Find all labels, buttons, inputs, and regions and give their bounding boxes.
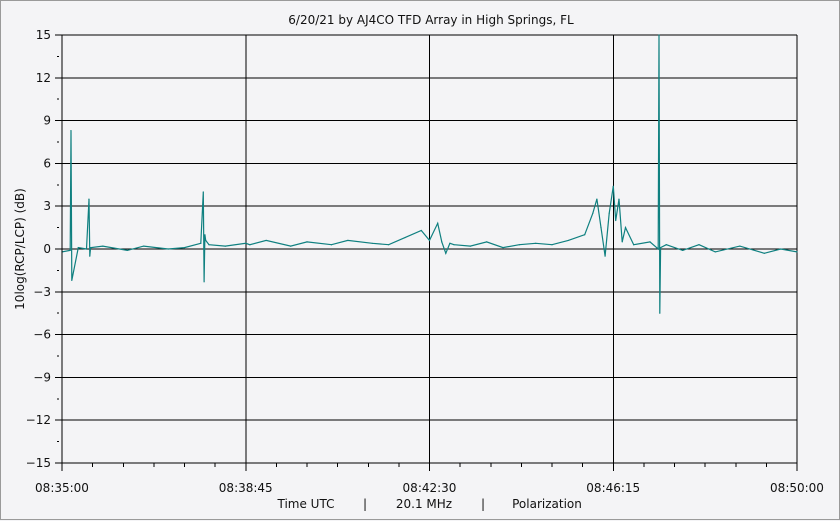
y-tick-label: −15 xyxy=(26,456,51,470)
data-point xyxy=(621,241,623,243)
data-point xyxy=(682,249,684,252)
y-tick-label: 9 xyxy=(43,114,51,128)
x-axis-label-part: 20.1 MHz xyxy=(396,497,452,511)
data-point xyxy=(437,222,439,224)
data-point xyxy=(404,236,406,239)
data-point xyxy=(714,251,716,253)
data-point xyxy=(615,219,617,222)
data-point xyxy=(388,244,390,246)
data-point xyxy=(70,129,72,132)
y-tick-label: 0 xyxy=(43,242,51,256)
data-point xyxy=(428,239,431,242)
x-axis-label: Time UTC | 20.1 MHz | Polarization xyxy=(277,497,582,511)
data-point xyxy=(657,248,659,250)
x-tick-label: 08:50:00 xyxy=(770,481,824,495)
data-point xyxy=(126,249,128,252)
y-tick-label: 15 xyxy=(36,28,51,42)
y-axis-label: 10log(RCP/LCP) (dB) xyxy=(13,188,27,310)
series-layer xyxy=(61,34,798,314)
data-point xyxy=(624,227,627,229)
data-point xyxy=(88,198,90,200)
data-point xyxy=(739,245,741,247)
data-point xyxy=(633,244,635,246)
y-tick-label: −9 xyxy=(33,370,51,384)
data-point xyxy=(347,239,349,242)
data-point xyxy=(420,229,422,232)
data-point xyxy=(371,242,373,244)
data-point xyxy=(608,212,610,214)
data-point xyxy=(167,248,169,250)
data-point xyxy=(89,255,91,257)
data-point xyxy=(551,244,553,246)
data-point xyxy=(203,281,205,283)
data-point xyxy=(584,234,586,236)
y-tick-label: −12 xyxy=(26,413,51,427)
data-point xyxy=(660,246,662,249)
data-point xyxy=(205,239,207,242)
data-point xyxy=(698,244,700,246)
x-axis-label-part: | xyxy=(363,497,367,511)
data-point xyxy=(143,245,145,247)
data-point xyxy=(69,249,71,252)
y-tick-label: −6 xyxy=(33,328,51,342)
series-line xyxy=(62,35,797,314)
x-axis-label-part: Time UTC xyxy=(277,497,335,511)
data-point xyxy=(445,252,447,254)
data-point xyxy=(780,248,782,250)
data-point xyxy=(77,246,79,249)
x-axis-label-part: | xyxy=(481,497,485,511)
data-point xyxy=(518,244,520,246)
data-point xyxy=(604,255,606,257)
y-tick-label: −3 xyxy=(33,285,51,299)
x-tick-label: 08:42:30 xyxy=(403,481,457,495)
data-point xyxy=(265,239,267,242)
x-tick-label: 08:46:15 xyxy=(586,481,640,495)
data-point xyxy=(208,244,210,246)
data-point xyxy=(249,244,251,246)
data-point xyxy=(649,241,651,243)
data-point xyxy=(200,242,202,244)
data-point xyxy=(85,248,88,250)
data-point xyxy=(89,246,92,249)
data-point xyxy=(486,241,488,243)
data-point xyxy=(71,279,73,281)
data-point xyxy=(202,191,204,193)
data-point xyxy=(330,244,333,246)
data-point xyxy=(453,244,455,246)
y-axis: 15 12 9 6 3 0 −3 −6 −9 −12 −15 xyxy=(26,28,63,470)
data-point xyxy=(567,239,569,242)
data-point xyxy=(204,234,206,236)
data-point xyxy=(600,227,602,229)
data-point xyxy=(612,185,614,187)
data-point xyxy=(441,241,443,243)
y-tick-label: 12 xyxy=(36,71,51,85)
y-tick-label: 6 xyxy=(43,156,51,170)
data-point xyxy=(596,198,598,200)
data-point xyxy=(224,245,226,247)
data-point xyxy=(796,251,798,253)
x-tick-label: 08:38:45 xyxy=(219,481,273,495)
data-point xyxy=(763,252,765,254)
chart-title: 6/20/21 by AJ4CO TFD Array in High Sprin… xyxy=(288,13,574,27)
data-point xyxy=(469,245,471,247)
data-point xyxy=(665,244,667,246)
y-tick-label: 3 xyxy=(43,199,51,213)
data-point xyxy=(502,246,504,249)
x-axis-label-part: Polarization xyxy=(512,497,582,511)
data-point xyxy=(592,212,594,214)
data-point xyxy=(183,246,186,249)
x-tick-label: 08:35:00 xyxy=(35,481,89,495)
data-point xyxy=(449,242,451,244)
data-point xyxy=(245,242,247,244)
x-axis: 08:35:00 08:38:45 08:42:30 08:46:15 08:50:00 xyxy=(35,463,824,495)
data-point xyxy=(102,245,104,247)
data-point xyxy=(618,198,620,200)
data-point xyxy=(535,242,537,244)
data-point xyxy=(659,312,661,314)
data-point xyxy=(306,241,308,243)
data-point xyxy=(658,34,660,36)
data-point xyxy=(290,245,292,247)
